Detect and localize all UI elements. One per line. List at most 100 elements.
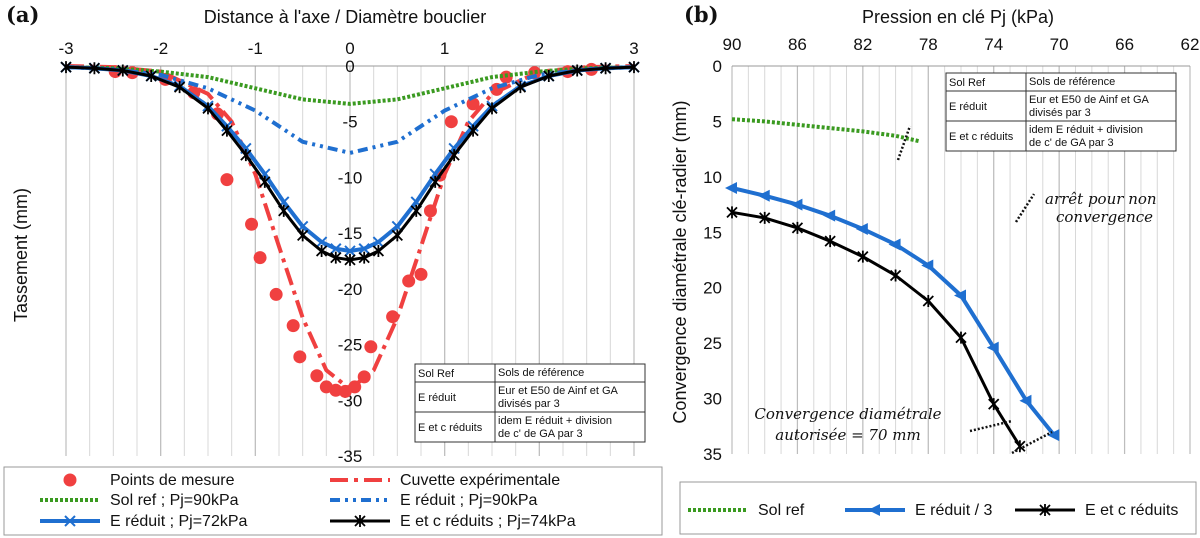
chart-a-series-5-point-20 [467, 124, 479, 137]
chart-a-series-0-point-18 [386, 310, 400, 324]
chart-b-x-tick-0: 90 [723, 35, 742, 54]
chart-a-legend-item-4-marker [64, 515, 76, 527]
chart-b-series-2-point-8 [988, 398, 1000, 411]
chart-b-series-1-point-1 [757, 189, 770, 202]
chart-a-series-5-point-17 [410, 204, 422, 217]
chart-a-x-axis-title: Distance à l'axe / Diamètre bouclier [204, 7, 487, 27]
chart-a-series-5-point-21 [486, 102, 498, 115]
chart-a-series-0-point-8 [269, 287, 283, 301]
chart-a-series-5-point-9 [278, 204, 290, 217]
chart-b-series-1-point-0 [725, 181, 737, 194]
chart-b-series-2-point-2 [791, 221, 804, 234]
chart-b-y-tick-0: 0 [713, 57, 722, 76]
chart-a-x-tick-1: -2 [153, 39, 168, 58]
chart-a-legend-item-0-swatch [63, 473, 77, 487]
chart-a-table-cell-2-1-line-1: de c' de GA par 3 [498, 428, 583, 440]
chart-a-series-0-point-5 [220, 173, 234, 187]
chart-a-series-5-point-18 [429, 175, 441, 188]
chart-b-series-1-point-3 [823, 209, 836, 222]
chart-a-table-cell-1-1-line-1: divisés par 3 [498, 398, 560, 410]
chart-b-y-tick-1: 5 [713, 112, 722, 131]
chart-a-legend-item-4-label: E réduit ; Pj=72kPa [110, 513, 248, 530]
chart-a-legend-item-0-label: Points de mesure [110, 472, 235, 489]
chart-b-y-tick-6: 30 [703, 390, 722, 409]
chart-a-series-4-point-13 [344, 245, 356, 257]
chart-b-x-tick-5: 70 [1050, 35, 1069, 54]
chart-a-table-cell-2-0: E et c réduits [418, 422, 483, 434]
chart-b-table-cell-0-1-line-0: Sols de référence [1029, 76, 1115, 88]
chart-b-y-tick-5: 25 [703, 334, 722, 353]
chart-a-series-4-point-12 [330, 243, 342, 255]
chart-a-x-tick-3: 0 [345, 39, 354, 58]
chart-b-series-1-point-8 [986, 341, 999, 354]
chart-b-series-2-point-7 [955, 331, 967, 344]
panel-a-label: (a) [6, 2, 39, 27]
chart-b-series-2-point-6 [922, 295, 934, 308]
chart-a-y-tick-7: -35 [338, 447, 363, 466]
chart-b-legend-item-2-label: E et c réduits [1085, 502, 1178, 519]
chart-a-series-0-point-7 [253, 251, 267, 265]
chart-b-x-tick-4: 74 [984, 35, 1003, 54]
chart-a-table-cell-2-1-line-0: idem E réduit + division [498, 415, 612, 427]
chart-a-series-5-point-4 [173, 81, 186, 94]
chart-a-y-axis-title: Tassement (mm) [11, 188, 31, 322]
chart-a-x-tick-2: -1 [248, 39, 263, 58]
chart-b-legend-item-0-label: Sol ref [758, 502, 805, 519]
chart-a-series-5-point-2 [117, 64, 129, 77]
chart-a-legend: Points de mesure Cuvette expérimentale Sol… [3, 466, 663, 536]
chart-b-series-1-line [731, 185, 1056, 437]
chart-b-table-cell-0-0: Sol Ref [949, 77, 986, 89]
e-reduit-stop-marker [1011, 430, 1053, 455]
chart-b-series-1-point-7 [954, 289, 966, 302]
chart-b-y-axis-title: Convergence diamétrale clé-radier (mm) [670, 100, 690, 423]
chart-a-series [60, 61, 640, 398]
chart-a-series-5-point-6 [221, 124, 233, 137]
chart-a-series-5-point-3 [145, 70, 157, 83]
chart-b-table-frame [945, 72, 1177, 152]
stop-legend-marker [1014, 193, 1036, 223]
chart-a-table-cell-0-1-line-0: Sols de référence [498, 367, 584, 379]
limit-note-line2: autorisée = 70 mm [775, 426, 921, 444]
chart-b-table-cell-2-0: E et c réduits [949, 131, 1014, 143]
chart-b-series-1-point-10 [1047, 429, 1060, 442]
chart-b-x-tick-3: 78 [919, 35, 938, 54]
chart-b-info-table: Sol Ref Sols de référence E réduit Eur et E… [945, 72, 1177, 152]
chart-a-series-5-point-23 [543, 70, 555, 83]
chart-a-series-0-point-9 [286, 319, 300, 333]
chart-a-series-0-point-13 [329, 383, 343, 397]
chart-b-legend: Sol ref E réduit / 3 E et c réduits [679, 481, 1197, 535]
chart-a-series-5-point-26 [628, 61, 640, 74]
chart-a-x-tick-0: -3 [58, 39, 73, 58]
chart-a-info-table: Sol Ref Sols de référence E réduit Eur et E… [414, 363, 646, 443]
chart-a-series-5-point-5 [202, 102, 214, 115]
chart-b-series-1-point-9 [1019, 394, 1032, 407]
chart-b-y-tick-4: 20 [703, 279, 722, 298]
chart-a-series-5-point-7 [240, 149, 252, 162]
chart-b-legend-frame [679, 481, 1197, 535]
chart-b-x-tick-1: 86 [788, 35, 807, 54]
stop-note-line2: convergence [1056, 208, 1153, 226]
e-c-reduits-stop-marker [969, 419, 1013, 433]
chart-a-x-tick-5: 2 [535, 39, 544, 58]
chart-b-x-tick-2: 82 [853, 35, 872, 54]
chart-a-series-5-point-1 [88, 62, 101, 75]
chart-b-series-2-point-5 [889, 269, 902, 282]
chart-a-series-5-point-25 [599, 62, 612, 75]
chart-a-legend-item-5-marker [354, 515, 366, 527]
chart-a-table-cell-0-0: Sol Ref [418, 368, 455, 380]
chart-a-series-2-line [65, 65, 635, 106]
chart-a: (a) Distance à l'axe / Diamètre bouclier… [6, 2, 646, 466]
stop-note-line1: arrêt pour non [1045, 190, 1157, 208]
chart-a-series-0-point-17 [364, 340, 378, 354]
chart-a-y-tick-1: -5 [342, 113, 357, 132]
chart-b-series-1-point-6 [921, 259, 934, 272]
chart-a-series-5-point-15 [372, 244, 385, 257]
chart-b-series-2-point-3 [824, 235, 836, 248]
sol-ref-stop-marker [896, 125, 912, 161]
chart-a-series-5-point-10 [297, 229, 309, 242]
chart-b-series [725, 117, 1060, 453]
chart-b-annotations: arrêt pour non convergence Convergence d… [754, 125, 1157, 455]
chart-a-y-tick-2: -10 [338, 168, 363, 187]
chart-a-series-5-point-24 [571, 64, 583, 77]
chart-a-y-tick-4: -20 [338, 280, 363, 299]
